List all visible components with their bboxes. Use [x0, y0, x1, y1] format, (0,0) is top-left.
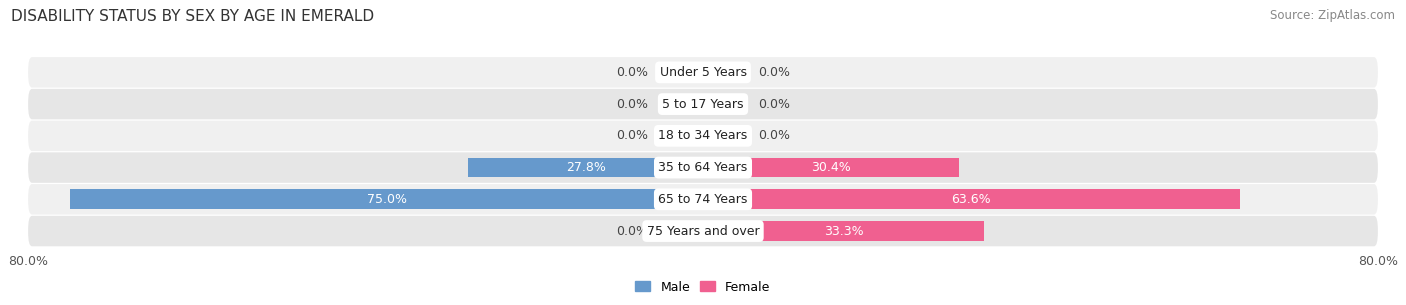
Text: 18 to 34 Years: 18 to 34 Years [658, 129, 748, 142]
Text: DISABILITY STATUS BY SEX BY AGE IN EMERALD: DISABILITY STATUS BY SEX BY AGE IN EMERA… [11, 9, 374, 24]
Text: 0.0%: 0.0% [616, 224, 648, 238]
Text: 35 to 64 Years: 35 to 64 Years [658, 161, 748, 174]
Text: 0.0%: 0.0% [758, 98, 790, 111]
Bar [70, 189, 703, 209]
Text: 0.0%: 0.0% [616, 129, 648, 142]
Text: 30.4%: 30.4% [811, 161, 851, 174]
Text: 0.0%: 0.0% [758, 66, 790, 79]
FancyBboxPatch shape [28, 184, 1378, 214]
Text: 63.6%: 63.6% [952, 193, 991, 206]
Legend: Male, Female: Male, Female [630, 275, 776, 299]
Text: 27.8%: 27.8% [565, 161, 606, 174]
Bar [661, 221, 703, 241]
Bar [661, 94, 703, 114]
Text: 65 to 74 Years: 65 to 74 Years [658, 193, 748, 206]
Text: 5 to 17 Years: 5 to 17 Years [662, 98, 744, 111]
Text: Source: ZipAtlas.com: Source: ZipAtlas.com [1270, 9, 1395, 22]
Text: 0.0%: 0.0% [616, 66, 648, 79]
Text: 75 Years and over: 75 Years and over [647, 224, 759, 238]
Bar [703, 158, 959, 178]
Bar [661, 126, 703, 146]
FancyBboxPatch shape [28, 57, 1378, 88]
Bar [703, 94, 745, 114]
Bar [703, 189, 1240, 209]
Text: 75.0%: 75.0% [367, 193, 406, 206]
FancyBboxPatch shape [28, 216, 1378, 246]
FancyBboxPatch shape [28, 89, 1378, 119]
Bar [468, 158, 703, 178]
Bar [703, 63, 745, 82]
Text: 0.0%: 0.0% [758, 129, 790, 142]
Text: 33.3%: 33.3% [824, 224, 863, 238]
Bar [703, 126, 745, 146]
FancyBboxPatch shape [28, 120, 1378, 151]
Bar [661, 63, 703, 82]
Text: Under 5 Years: Under 5 Years [659, 66, 747, 79]
FancyBboxPatch shape [28, 152, 1378, 183]
Text: 0.0%: 0.0% [616, 98, 648, 111]
Bar [703, 221, 984, 241]
